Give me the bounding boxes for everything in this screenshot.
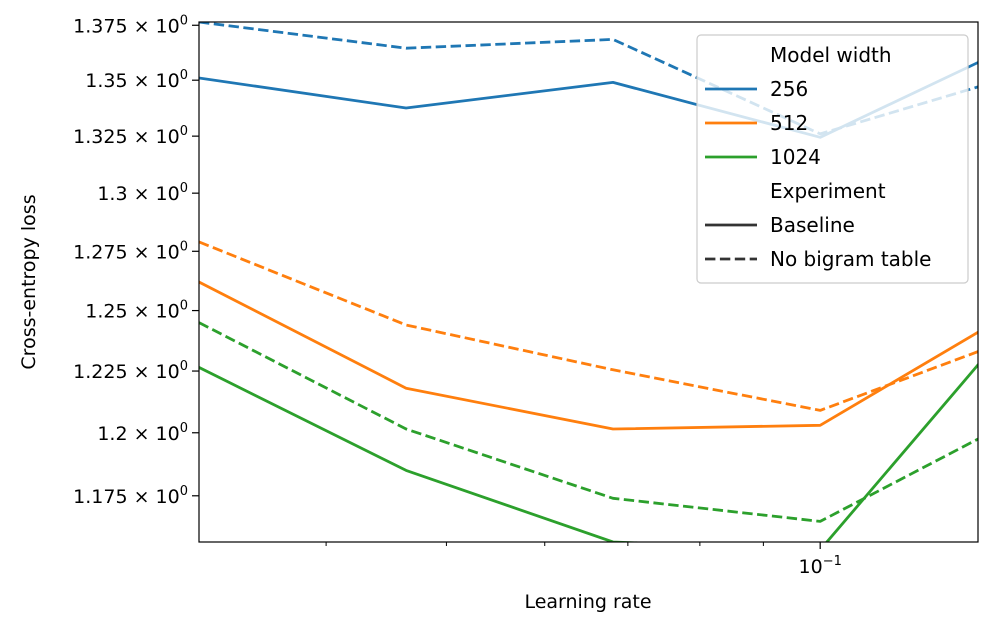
y-tick-label: 1.175 × 100	[73, 484, 188, 508]
y-tick-label: 1.225 × 100	[73, 359, 188, 383]
legend-entry-label: 1024	[770, 145, 821, 169]
legend-entry-label: 256	[770, 77, 808, 101]
legend-group-title: Experiment	[770, 179, 886, 203]
x-axis-title: Learning rate	[524, 591, 651, 613]
y-tick-label: 1.25 × 100	[85, 299, 188, 323]
legend-group-title: Model width	[770, 43, 892, 67]
y-tick-label: 1.375 × 100	[73, 13, 188, 37]
series-line-512-no-bigram	[199, 240, 978, 412]
plot-frame	[198, 21, 979, 543]
series-line-1024-no-bigram	[199, 321, 978, 523]
series-line-1024-baseline	[199, 362, 978, 542]
legend: Model width 256 512 1024 Experiment Baseline N…	[696, 34, 969, 284]
x-tick-label: 10−1	[799, 554, 842, 578]
x-axis: 10−1	[325, 542, 842, 578]
y-tick-label: 1.325 × 100	[73, 124, 188, 148]
legend-entry-label: 512	[770, 111, 808, 135]
y-tick-label: 1.35 × 100	[85, 68, 188, 92]
y-tick-label: 1.275 × 100	[73, 239, 188, 263]
legend-box	[696, 34, 969, 284]
legend-entry-label: Baseline	[770, 213, 855, 237]
y-tick-label: 1.3 × 100	[97, 181, 188, 205]
y-axis: 1.175 × 100 1.2 × 100 1.225 × 100 1.25 × 10…	[73, 13, 199, 508]
y-tick-label: 1.2 × 100	[97, 421, 188, 445]
series-line-256-no-bigram	[199, 22, 978, 136]
series-line-512-baseline	[199, 280, 978, 431]
y-axis-title: Cross-entropy loss	[18, 194, 40, 369]
legend-entry-label: No bigram table	[770, 247, 931, 271]
